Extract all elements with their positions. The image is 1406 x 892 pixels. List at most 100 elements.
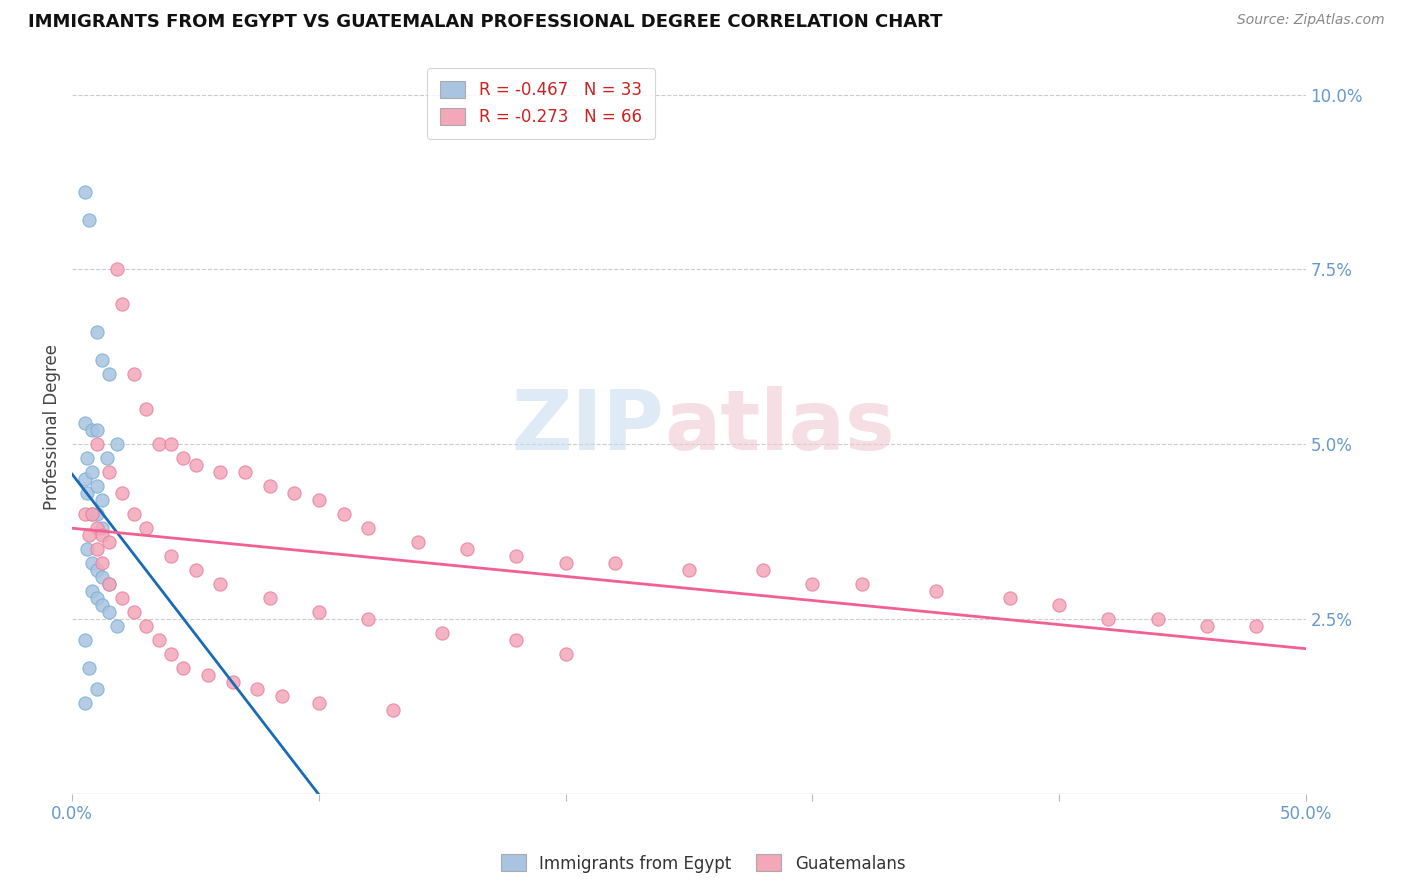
Point	[456, 541, 478, 556]
Point	[135, 619, 157, 633]
Point	[160, 647, 183, 661]
Point	[135, 402, 157, 417]
Point	[246, 681, 269, 696]
Point	[283, 486, 305, 500]
Point	[554, 556, 576, 570]
Point	[122, 605, 145, 619]
Point	[86, 563, 108, 577]
Point	[505, 549, 527, 563]
Point	[432, 626, 454, 640]
Point	[90, 528, 112, 542]
Point	[122, 368, 145, 382]
Point	[76, 486, 98, 500]
Point	[801, 577, 824, 591]
Point	[80, 556, 103, 570]
Point	[76, 541, 98, 556]
Point	[80, 465, 103, 479]
Point	[209, 465, 232, 479]
Point	[259, 479, 281, 493]
Point	[357, 612, 380, 626]
Point	[406, 535, 429, 549]
Point	[197, 668, 219, 682]
Point	[160, 549, 183, 563]
Point	[80, 583, 103, 598]
Point	[752, 563, 775, 577]
Point	[98, 577, 121, 591]
Point	[259, 591, 281, 605]
Point	[86, 423, 108, 437]
Point	[79, 661, 101, 675]
Point	[86, 521, 108, 535]
Text: IMMIGRANTS FROM EGYPT VS GUATEMALAN PROFESSIONAL DEGREE CORRELATION CHART: IMMIGRANTS FROM EGYPT VS GUATEMALAN PROF…	[28, 13, 942, 31]
Point	[79, 213, 101, 227]
Point	[221, 674, 243, 689]
Point	[209, 577, 232, 591]
Point	[184, 563, 207, 577]
Point	[332, 507, 354, 521]
Point	[1047, 598, 1070, 612]
Text: atlas: atlas	[664, 386, 896, 467]
Point	[105, 619, 128, 633]
Point	[554, 647, 576, 661]
Point	[73, 632, 96, 647]
Point	[381, 703, 404, 717]
Point	[1097, 612, 1119, 626]
Point	[1146, 612, 1168, 626]
Point	[86, 681, 108, 696]
Point	[76, 451, 98, 466]
Point	[148, 632, 170, 647]
Point	[86, 479, 108, 493]
Point	[678, 563, 700, 577]
Point	[172, 661, 194, 675]
Point	[90, 353, 112, 368]
Point	[80, 507, 103, 521]
Point	[73, 472, 96, 486]
Point	[90, 598, 112, 612]
Point	[105, 437, 128, 451]
Point	[90, 570, 112, 584]
Point	[1195, 619, 1218, 633]
Point	[98, 577, 121, 591]
Point	[80, 423, 103, 437]
Text: ZIP: ZIP	[512, 386, 664, 467]
Point	[270, 689, 292, 703]
Point	[233, 465, 256, 479]
Point	[603, 556, 626, 570]
Point	[96, 451, 118, 466]
Point	[73, 696, 96, 710]
Point	[73, 507, 96, 521]
Point	[135, 521, 157, 535]
Point	[851, 577, 873, 591]
Point	[90, 521, 112, 535]
Point	[73, 416, 96, 430]
Point	[98, 535, 121, 549]
Point	[184, 458, 207, 472]
Point	[110, 486, 132, 500]
Point	[308, 493, 330, 508]
Point	[86, 325, 108, 339]
Y-axis label: Professional Degree: Professional Degree	[44, 343, 60, 509]
Point	[73, 186, 96, 200]
Legend: Immigrants from Egypt, Guatemalans: Immigrants from Egypt, Guatemalans	[494, 847, 912, 880]
Point	[98, 465, 121, 479]
Point	[110, 297, 132, 311]
Point	[122, 507, 145, 521]
Point	[308, 696, 330, 710]
Legend: R = -0.467   N = 33, R = -0.273   N = 66: R = -0.467 N = 33, R = -0.273 N = 66	[427, 68, 655, 139]
Point	[110, 591, 132, 605]
Point	[148, 437, 170, 451]
Point	[98, 605, 121, 619]
Point	[80, 507, 103, 521]
Point	[160, 437, 183, 451]
Point	[1244, 619, 1267, 633]
Point	[98, 368, 121, 382]
Point	[308, 605, 330, 619]
Point	[90, 493, 112, 508]
Point	[105, 262, 128, 277]
Point	[505, 632, 527, 647]
Point	[86, 507, 108, 521]
Point	[86, 437, 108, 451]
Point	[924, 583, 946, 598]
Point	[86, 591, 108, 605]
Point	[79, 528, 101, 542]
